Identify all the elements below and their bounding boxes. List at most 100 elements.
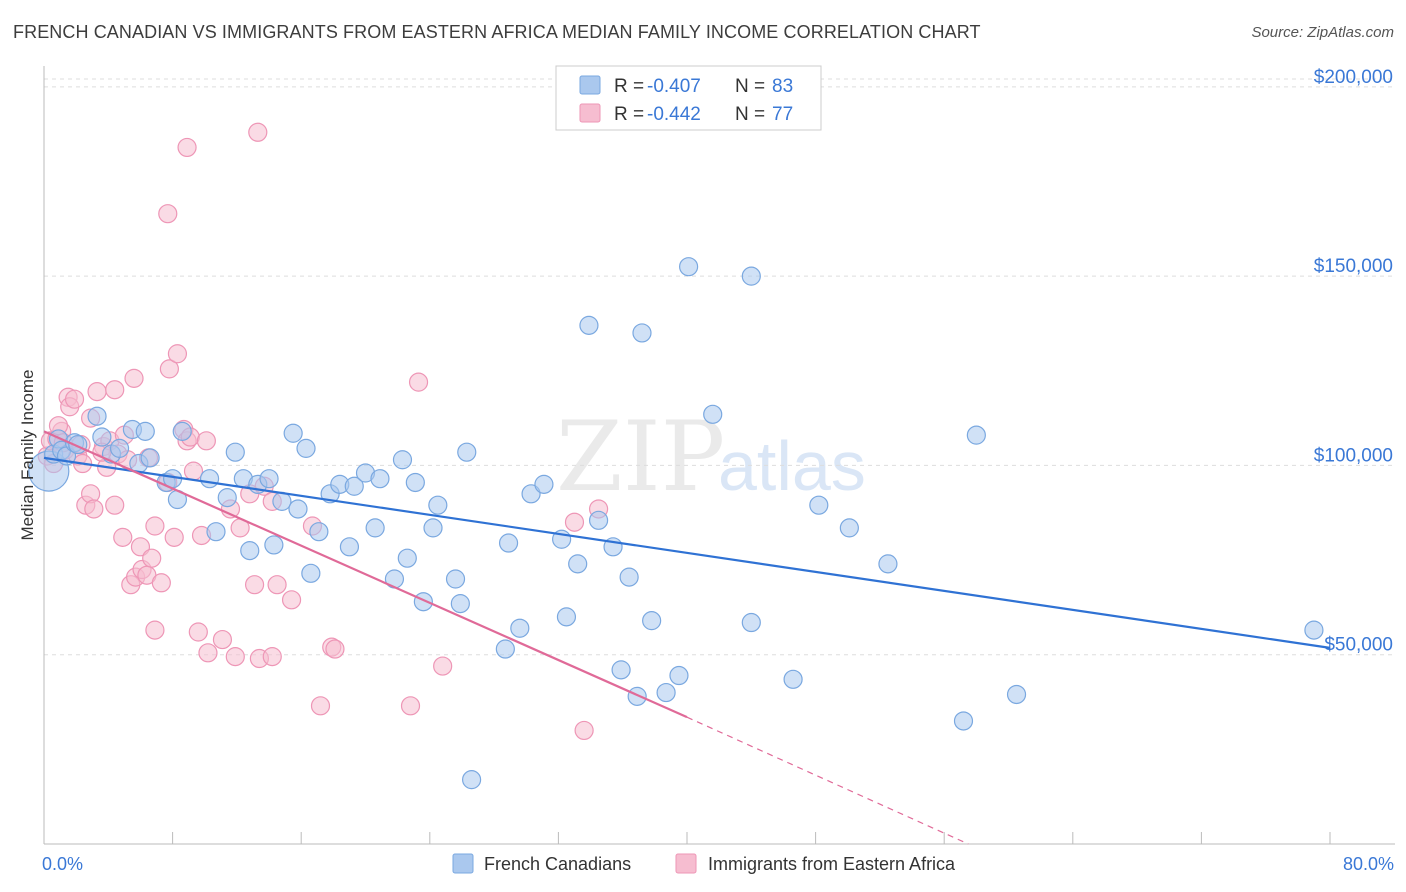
series-legend: French Canadians Immigrants from Eastern… bbox=[452, 853, 956, 874]
y-tick-label: $100,000 bbox=[1314, 445, 1393, 466]
data-point-immigrants bbox=[164, 527, 184, 547]
data-point-immigrants bbox=[198, 643, 218, 663]
data-point-french-canadians bbox=[423, 518, 443, 538]
x-tick-label-max: 80.0% bbox=[1343, 854, 1394, 874]
legend-n-label-blue: N = bbox=[735, 76, 765, 97]
data-point-french-canadians bbox=[225, 442, 245, 462]
data-point-immigrants bbox=[212, 629, 233, 650]
x-tick-label-min: 0.0% bbox=[42, 854, 83, 874]
data-point-french-canadians bbox=[397, 548, 417, 568]
data-point-immigrants bbox=[167, 344, 188, 364]
data-point-french-canadians bbox=[627, 686, 647, 706]
data-point-immigrants bbox=[159, 359, 179, 379]
data-point-french-canadians bbox=[741, 266, 761, 286]
data-point-immigrants bbox=[281, 590, 302, 610]
y-axis-label: Median Family Income bbox=[18, 369, 37, 540]
y-tick-label: $50,000 bbox=[1324, 635, 1393, 656]
data-point-french-canadians bbox=[953, 711, 974, 731]
data-point-immigrants bbox=[244, 575, 265, 595]
data-point-french-canadians bbox=[632, 323, 652, 343]
data-point-french-canadians bbox=[741, 612, 761, 633]
data-point-french-canadians bbox=[966, 425, 986, 445]
y-tick-label: $200,000 bbox=[1314, 67, 1393, 88]
data-point-french-canadians bbox=[199, 469, 220, 489]
data-point-french-canadians bbox=[172, 421, 192, 441]
data-point-french-canadians bbox=[339, 537, 360, 557]
data-point-immigrants bbox=[130, 537, 151, 557]
data-point-french-canadians bbox=[534, 474, 554, 494]
data-point-french-canadians bbox=[669, 665, 689, 686]
data-point-immigrants bbox=[145, 516, 165, 536]
data-point-french-canadians bbox=[809, 495, 829, 515]
data-point-french-canadians bbox=[642, 611, 662, 631]
data-point-french-canadians bbox=[87, 406, 107, 426]
data-point-french-canadians bbox=[217, 488, 237, 508]
series-legend-label-pink: Immigrants from Eastern Africa bbox=[708, 854, 956, 874]
data-point-french-canadians bbox=[450, 594, 470, 614]
data-point-immigrants bbox=[408, 372, 429, 392]
data-point-french-canadians bbox=[301, 563, 321, 583]
data-point-french-canadians bbox=[703, 404, 723, 424]
data-point-french-canadians bbox=[344, 476, 364, 496]
data-point-immigrants bbox=[87, 382, 107, 402]
data-point-french-canadians bbox=[783, 669, 803, 689]
data-point-french-canadians bbox=[272, 491, 292, 511]
data-point-french-canadians bbox=[568, 554, 588, 574]
legend-r-value-pink: -0.442 bbox=[647, 104, 701, 125]
data-point-french-canadians bbox=[495, 639, 515, 659]
data-point-immigrants bbox=[183, 461, 204, 481]
watermark-zip: ZIP bbox=[556, 401, 725, 513]
data-point-french-canadians bbox=[135, 421, 155, 441]
data-point-immigrants bbox=[325, 639, 345, 659]
data-point-french-canadians bbox=[461, 770, 482, 790]
data-point-french-canadians bbox=[206, 522, 226, 542]
data-point-french-canadians bbox=[296, 438, 316, 458]
y-tick-labels: $50,000 $100,000 $150,000 $200,000 bbox=[1314, 67, 1393, 656]
data-point-french-canadians bbox=[1304, 620, 1324, 640]
data-point-french-canadians bbox=[556, 607, 577, 627]
data-point-immigrants bbox=[84, 499, 104, 519]
legend-n-value-pink: 77 bbox=[772, 104, 793, 125]
trend-line-immigrants-extrapolated bbox=[686, 716, 969, 845]
data-point-french-canadians bbox=[92, 427, 112, 447]
data-point-french-canadians bbox=[878, 554, 898, 574]
data-point-french-canadians bbox=[579, 315, 599, 335]
data-point-french-canadians bbox=[283, 423, 303, 443]
data-point-immigrants bbox=[151, 573, 171, 593]
data-point-immigrants bbox=[262, 647, 282, 667]
series-legend-label-blue: French Canadians bbox=[484, 854, 631, 874]
legend-swatch-pink bbox=[579, 103, 601, 123]
legend-r-label-blue: R = bbox=[614, 76, 644, 97]
data-point-immigrants bbox=[574, 720, 594, 741]
x-ticks bbox=[43, 832, 1331, 844]
data-point-immigrants bbox=[64, 389, 85, 409]
data-point-french-canadians bbox=[656, 682, 676, 703]
data-point-french-canadians bbox=[240, 541, 260, 561]
watermark-atlas: atlas bbox=[718, 427, 866, 505]
legend-r-label-pink: R = bbox=[614, 104, 644, 125]
data-point-french-canadians bbox=[521, 484, 541, 504]
series-legend-swatch-pink bbox=[675, 853, 697, 874]
source-credit: Source: ZipAtlas.com bbox=[1251, 24, 1394, 41]
data-point-french-canadians bbox=[259, 469, 279, 489]
data-point-immigrants bbox=[124, 368, 144, 388]
data-point-french-canadians bbox=[288, 499, 308, 519]
data-point-immigrants bbox=[196, 431, 216, 451]
data-point-french-canadians bbox=[428, 495, 448, 515]
data-point-french-canadians bbox=[405, 472, 425, 493]
legend-swatch-blue bbox=[579, 75, 601, 95]
data-point-french-canadians bbox=[365, 518, 385, 538]
data-point-french-canadians bbox=[445, 569, 466, 589]
data-point-french-canadians bbox=[370, 469, 390, 489]
legend-n-value-blue: 83 bbox=[772, 76, 793, 97]
data-point-french-canadians bbox=[264, 535, 284, 555]
data-point-french-canadians bbox=[611, 660, 631, 680]
data-point-french-canadians bbox=[679, 257, 699, 277]
data-point-french-canadians bbox=[109, 438, 130, 458]
data-point-immigrants bbox=[158, 204, 178, 224]
series-legend-swatch-blue bbox=[452, 853, 474, 874]
data-point-french-canadians bbox=[140, 448, 160, 468]
trend-line-immigrants bbox=[43, 430, 688, 719]
trend-line-french-canadians bbox=[43, 456, 1331, 649]
